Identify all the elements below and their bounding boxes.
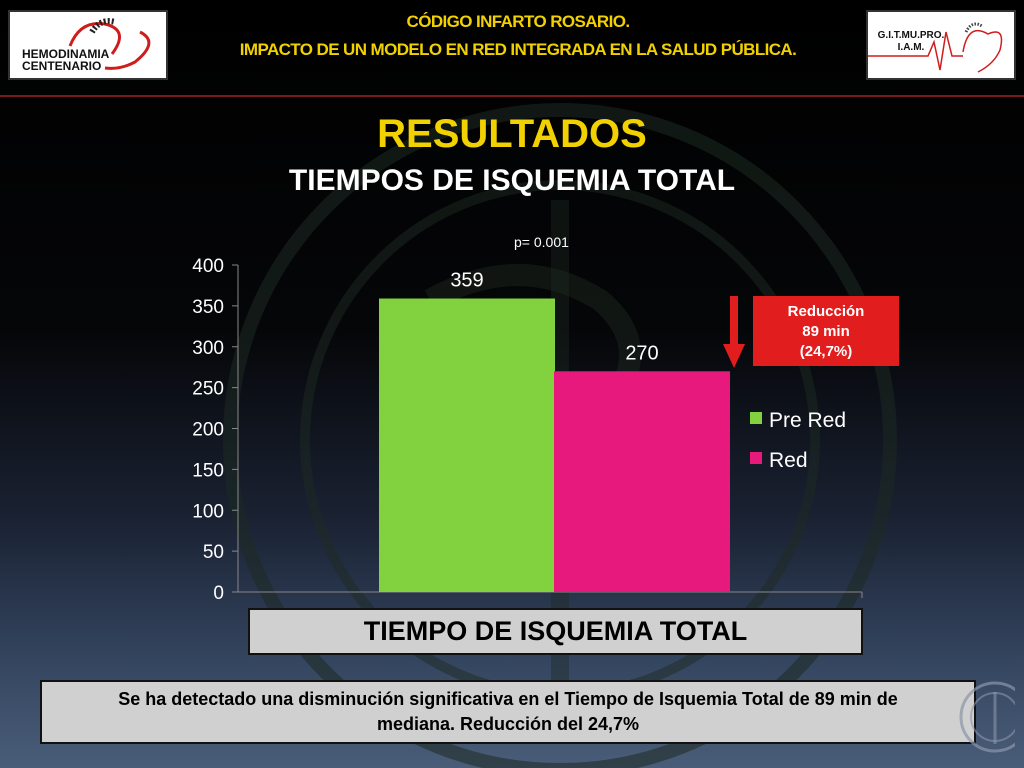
logo-left-line-2: CENTENARIO (22, 59, 102, 73)
y-tick-label: 200 (192, 420, 224, 441)
p-value-label: p= 0.001 (514, 234, 569, 250)
logo-right-line-1: G.I.T.MU.PRO. (877, 30, 945, 41)
header-divider (0, 95, 1024, 97)
header-line-2: IMPACTO DE UN MODELO EN RED INTEGRADA EN… (239, 40, 797, 59)
y-tick-label: 250 (192, 379, 224, 400)
reduction-line-1: Reducción (787, 303, 865, 320)
hemodinamia-heart-icon (68, 18, 151, 70)
y-tick-label: 150 (192, 460, 224, 481)
reduction-line-2: 89 min (802, 323, 850, 340)
legend-swatch (750, 412, 762, 424)
corner-seal-icon (959, 681, 1015, 753)
slide-subtitle: TIEMPOS DE ISQUEMIA TOTAL (288, 164, 736, 197)
reduction-arrow-head (723, 344, 745, 368)
bar-red (554, 371, 730, 592)
x-axis-title: TIEMPO DE ISQUEMIA TOTAL (248, 608, 863, 655)
data-label: 270 (625, 342, 658, 364)
legend-swatch (750, 452, 762, 464)
header-line-1: CÓDIGO INFARTO ROSARIO. (406, 12, 631, 31)
slide-title: RESULTADOS (377, 112, 647, 156)
y-tick-label: 350 (192, 297, 224, 318)
hemodinamia-centenario-logo: HEMODINAMIA CENTENARIO (8, 10, 168, 80)
reduction-callout: Reducción 89 min (24,7%) (753, 296, 899, 366)
reduction-line-3: (24,7%) (799, 343, 853, 360)
legend-label: Red (769, 449, 808, 472)
conclusion-box: Se ha detectado una disminución signific… (40, 680, 976, 744)
conclusion-line-1: Se ha detectado una disminución signific… (118, 689, 898, 709)
reduction-arrow-shaft (730, 296, 738, 344)
logo-right-line-2: I.A.M. (897, 42, 925, 53)
y-tick-label: 50 (203, 542, 224, 563)
y-tick-label: 400 (192, 256, 224, 277)
y-tick-label: 0 (213, 583, 224, 604)
logo-left-line-1: HEMODINAMIA (22, 47, 110, 61)
data-label: 359 (450, 270, 483, 292)
y-tick-label: 300 (192, 338, 224, 359)
y-tick-label: 100 (192, 501, 224, 522)
conclusion-line-2: mediana. Reducción del 24,7% (376, 714, 640, 734)
legend-label: Pre Red (769, 409, 846, 432)
bar-pre-red (379, 298, 555, 592)
ecg-heart-icon (868, 22, 1003, 73)
gitmupro-iam-logo: G.I.T.MU.PRO. I.A.M. (866, 10, 1016, 80)
